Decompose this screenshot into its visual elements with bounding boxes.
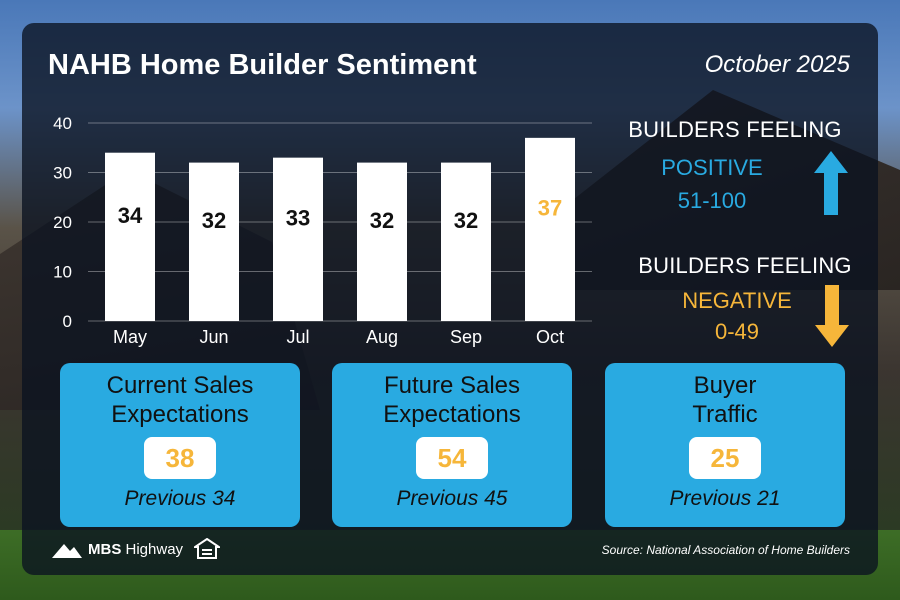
x-tick-label: Aug [366,327,398,347]
x-tick-label: Oct [536,327,564,347]
equal-housing-icon [194,538,220,559]
data-label: 32 [202,208,226,233]
y-tick-label: 0 [63,312,72,331]
bar-aug [357,162,407,321]
card-title: Current Sales Expectations [60,371,300,429]
chart-data-labels: 34 32 33 32 32 37 [118,195,562,232]
card-value: 38 [144,437,216,479]
card-previous: Previous 45 [396,487,508,510]
y-tick-label: 30 [53,164,72,183]
brand-logo: MBS Highway [52,541,183,558]
brand-name-rest: Highway [125,541,184,558]
y-tick-label: 10 [53,263,72,282]
bar-oct [525,137,575,321]
card-title: Buyer Traffic [605,371,845,429]
legend-negative: BUILDERS FEELING [620,253,870,279]
legend-negative-block: NEGATIVE 0-49 [667,285,807,347]
y-tick-label: 20 [53,213,72,232]
arrow-down-icon [815,285,849,347]
card-title-line1: Buyer [693,372,757,399]
legend-negative-heading: BUILDERS FEELING [638,253,852,278]
x-tick-label: Jul [286,327,309,347]
data-label: 33 [286,205,310,230]
legend-positive-block: POSITIVE 51-100 [642,151,782,217]
legend-negative-range: 0-49 [714,319,760,344]
card-title: Future Sales Expectations [332,371,572,429]
chart-gridlines [88,122,592,322]
legend-positive-range: 51-100 [677,188,747,213]
card-title-line2: Expectations [383,401,521,428]
legend-positive-word: POSITIVE [661,155,763,180]
brand-name: MBS Highway [88,541,183,558]
data-label: 37 [538,195,562,220]
brand-name-bold: MBS [88,541,122,558]
bar-jul [273,157,323,321]
data-label: 32 [370,208,394,233]
x-tick-label: Sep [450,327,482,347]
card-value: 54 [416,437,488,479]
card-title-line2: Traffic [692,401,758,428]
bar-jun [189,162,239,321]
chart-x-ticks: May Jun Jul Aug Sep Oct [113,327,564,347]
y-tick-label: 40 [53,114,72,133]
x-tick-label: Jun [199,327,228,347]
data-label: 34 [118,203,143,228]
card-title-line1: Future Sales [383,372,521,399]
mountain-logo-icon [52,543,82,558]
chart-bars [105,137,575,321]
card-previous: Previous 34 [124,487,236,510]
page-title: NAHB Home Builder Sentiment [48,49,477,81]
bar-sep [441,162,491,321]
chart-y-ticks: 0 10 20 30 40 [53,114,72,331]
legend-positive: BUILDERS FEELING [610,117,860,143]
card-title-line2: Expectations [111,401,249,428]
card-buyer-traffic: Buyer Traffic 25 Previous 21 [605,363,845,527]
card-previous: Previous 21 [669,487,781,510]
report-date: October 2025 [704,51,850,78]
card-title-line1: Current Sales [106,372,254,399]
source-note: Source: National Association of Home Bui… [601,543,850,557]
legend-positive-heading: BUILDERS FEELING [628,117,842,142]
bar-may [105,152,155,321]
infographic-panel: NAHB Home Builder Sentiment October 2025… [22,23,878,575]
x-tick-label: May [113,327,147,347]
card-future-sales: Future Sales Expectations 54 Previous 45 [332,363,572,527]
legend-negative-word: NEGATIVE [682,288,792,313]
arrow-up-icon [814,151,848,215]
data-label: 32 [454,208,478,233]
card-current-sales: Current Sales Expectations 38 Previous 3… [60,363,300,527]
card-value: 25 [689,437,761,479]
